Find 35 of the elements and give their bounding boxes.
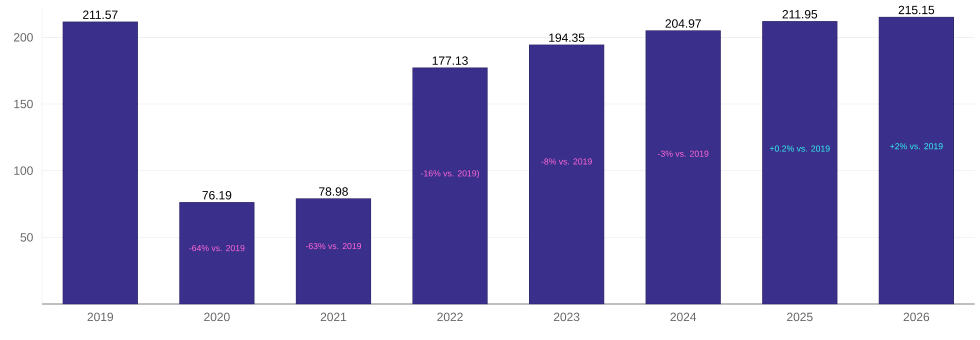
x-tick-label: 2022 [437,312,463,322]
data-label: 76.19 [202,191,232,200]
x-tick-label: 2019 [88,312,114,322]
bar [62,22,138,304]
data-label: 78.98 [319,187,348,196]
annotation: +2% vs. 2019 [890,143,943,150]
y-tick-label: 50 [20,233,33,242]
y-tick-label: 100 [14,166,33,175]
bar [179,202,254,304]
bar [529,44,604,304]
x-tick-label: 2025 [787,312,813,322]
x-tick-label: 2026 [904,312,930,322]
x-tick-label: 2024 [670,312,696,322]
annotation: -63% vs. 2019 [306,243,362,250]
bar [878,16,954,304]
data-label: 204.97 [666,19,701,28]
annotation: -3% vs. 2019 [658,150,708,157]
bar [762,21,838,304]
annotation: -8% vs. 2019 [541,158,592,165]
data-label: 215.15 [898,6,934,14]
data-label: 194.35 [549,33,584,42]
annotation: -16% vs. 2019) [420,170,479,178]
annotation: +0.2% vs. 2019 [770,146,830,152]
y-tick-label: 200 [14,33,33,42]
bar [412,68,488,304]
x-tick-label: 2020 [204,312,230,322]
bar [646,30,721,304]
annotation: -64% vs. 2019 [189,245,244,252]
y-tick-label: 150 [14,100,33,108]
data-label: 211.57 [83,10,118,19]
data-label: 211.95 [782,10,818,18]
data-label: 177.13 [432,56,468,65]
bar [296,198,372,304]
x-tick-label: 2023 [554,312,580,322]
x-tick-label: 2021 [320,312,346,322]
